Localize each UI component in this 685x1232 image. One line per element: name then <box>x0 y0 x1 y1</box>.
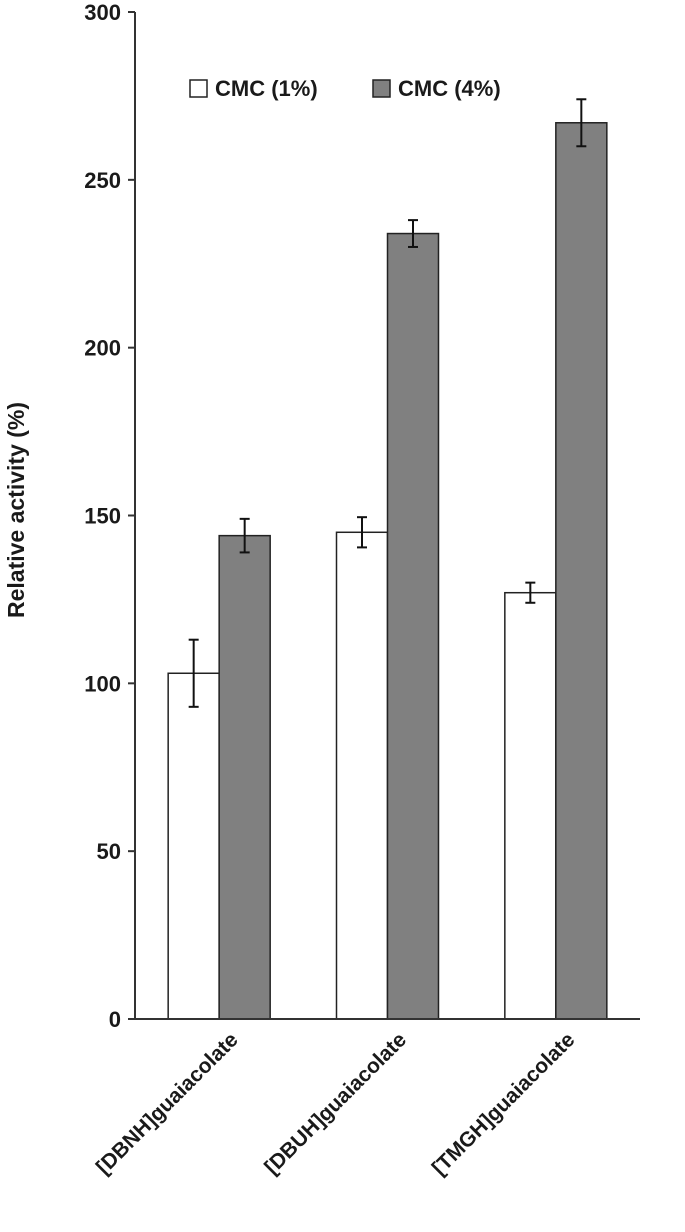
bar <box>504 591 557 1020</box>
x-category-label: [TMGH]guaiacolate <box>428 1028 580 1180</box>
bars <box>167 98 608 1020</box>
y-axis-title: Relative activity (%) <box>3 402 29 618</box>
legend-swatch <box>189 79 208 98</box>
bar <box>335 531 389 1020</box>
x-category-label: [DBUH]guaiacolate <box>260 1028 411 1179</box>
bar <box>555 122 608 1020</box>
x-category-label: [DBNH]guaiacolate <box>92 1028 243 1179</box>
legend-label: CMC (4%) <box>398 76 501 101</box>
y-tick-label: 150 <box>84 504 121 529</box>
y-axis: 0 50 100 150 200 250 300 <box>84 0 136 1032</box>
legend: CMC (1%) CMC (4%) <box>189 76 501 101</box>
y-tick-label: 0 <box>109 1007 121 1032</box>
y-tick-label: 300 <box>84 0 121 25</box>
bar <box>218 534 271 1020</box>
y-tick-label: 100 <box>84 671 121 696</box>
x-axis: [DBNH]guaiacolate [DBUH]guaiacolate [TMGH]… <box>92 1018 640 1180</box>
bar <box>386 232 440 1020</box>
legend-label: CMC (1%) <box>215 76 318 101</box>
y-tick-label: 250 <box>84 168 121 193</box>
legend-swatch <box>372 79 391 98</box>
y-tick-label: 50 <box>97 839 121 864</box>
bar <box>167 672 220 1020</box>
y-tick-label: 200 <box>84 336 121 361</box>
